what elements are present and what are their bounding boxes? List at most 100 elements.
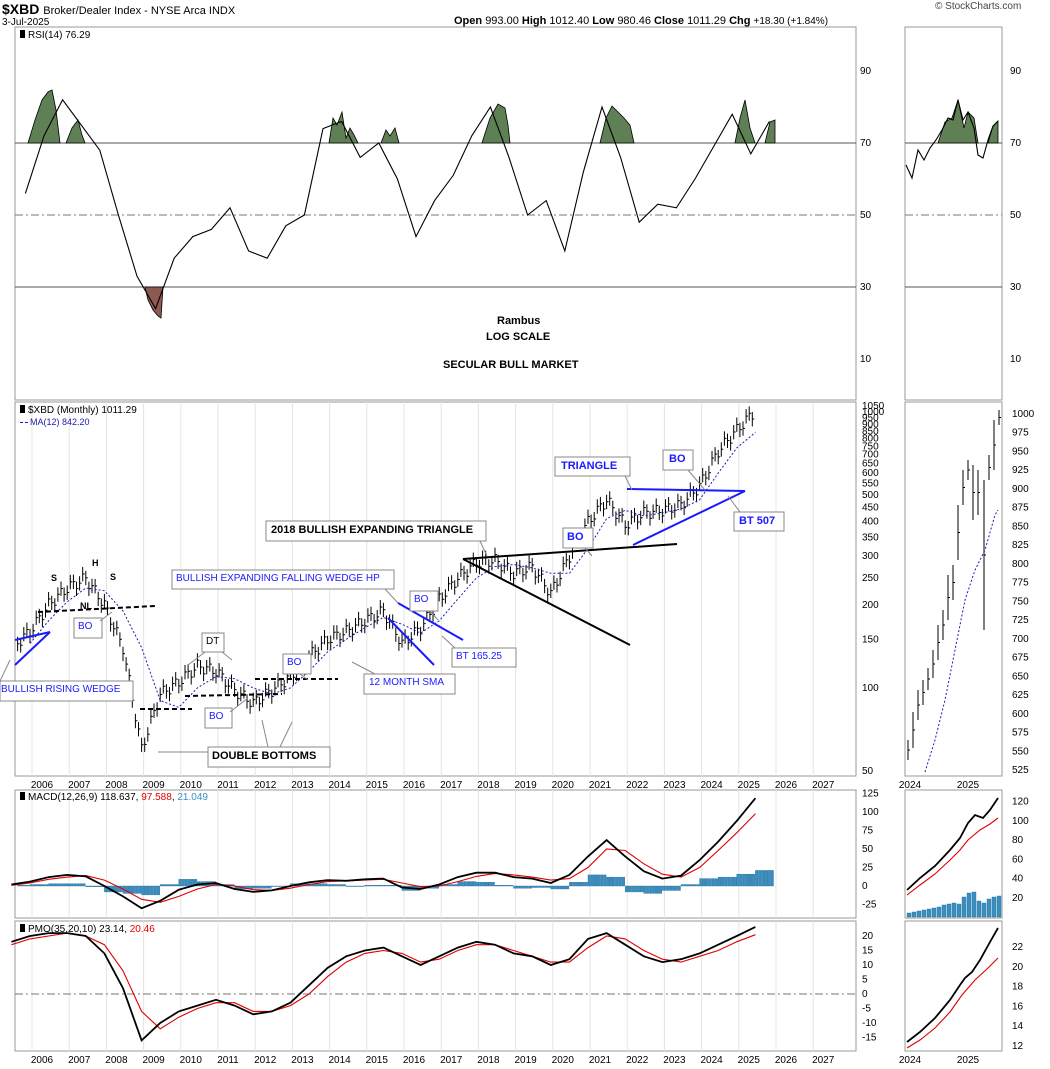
- x-tick-label-bottom: 2011: [217, 1055, 239, 1066]
- macd-histogram-bar: [460, 881, 464, 887]
- ohlc-summary: Open 993.00 High 1012.40 Low 980.46 Clos…: [454, 15, 828, 27]
- macd-histogram-bar: [553, 885, 557, 890]
- y-tick-label: -5: [862, 1004, 871, 1015]
- macd-histogram-bar: [187, 879, 191, 887]
- macd-histogram-bar: [625, 885, 629, 893]
- macd-histogram-bar: [721, 876, 725, 887]
- macd-histogram-bar: [454, 884, 458, 887]
- wedge-upper-line: [397, 602, 464, 641]
- pointer-dt-1: [187, 651, 206, 666]
- pmo-zoom-line: [906, 927, 999, 1043]
- macd-histogram-bar: [513, 885, 517, 889]
- zoom-y-tick-label: 20: [1012, 962, 1024, 973]
- pointer-db-3: [279, 721, 293, 748]
- macd-histogram-bar: [544, 885, 548, 888]
- macd-histogram-bar: [274, 885, 278, 887]
- x-tick-label: 2013: [291, 780, 314, 791]
- macd-histogram-bar: [612, 876, 616, 887]
- x-tick-label: 2021: [589, 780, 612, 791]
- macd-histogram-bar: [575, 882, 579, 887]
- rsi-overbought-area-1: [27, 89, 61, 144]
- macd-histogram-bar: [29, 884, 33, 887]
- macd-histogram-bar: [463, 881, 467, 887]
- macd-histogram-bar: [457, 881, 461, 887]
- macd-histogram-bar: [590, 874, 594, 887]
- macd-histogram-bar: [659, 885, 663, 894]
- macd-zoom-histogram-bar: [936, 906, 942, 918]
- y-tick-label: 100: [862, 683, 879, 694]
- zoom-y-tick-label: 700: [1012, 634, 1029, 645]
- zoom-y-tick-label: 30: [1010, 282, 1022, 293]
- macd-panel: [11, 797, 1002, 918]
- macd-histogram-bar: [494, 885, 498, 887]
- macd-histogram-bar: [330, 884, 334, 887]
- macd-histogram-bar: [315, 883, 319, 887]
- macd-zoom-histogram-bar: [986, 898, 992, 918]
- low-value: 980.46: [617, 15, 651, 27]
- zoom-x-tick-label: 2025: [957, 780, 980, 791]
- y-tick-label: 550: [862, 479, 879, 490]
- macd-histogram-bar: [535, 885, 539, 888]
- y-tick-label: 125: [862, 789, 879, 800]
- author-label: Rambus: [497, 315, 541, 327]
- y-tick-label: 50: [860, 210, 872, 221]
- expanding-triangle-lower: [462, 558, 631, 646]
- macd-histogram-bar: [618, 876, 622, 887]
- pmo-panel-frame: [14, 920, 857, 1052]
- macd-histogram-bar: [668, 885, 672, 891]
- macd-histogram-bar: [280, 885, 284, 887]
- zoom-y-tick-label: 800: [1012, 559, 1029, 570]
- wedge-lower-line: [387, 617, 435, 666]
- y-tick-label: 75: [862, 826, 874, 837]
- y-tick-label: 50: [862, 844, 874, 855]
- macd-histogram-bar: [451, 884, 455, 887]
- macd-histogram-bar: [572, 882, 576, 887]
- y-tick-label: 950: [862, 413, 879, 424]
- macd-histogram: [17, 870, 774, 896]
- y-tick-label: 900: [862, 419, 879, 430]
- annotation-expanding-triangle: 2018 BULLISH EXPANDING TRIANGLE: [271, 524, 474, 536]
- pmo-zoom-signal: [906, 957, 999, 1049]
- x-tick-label: 2023: [663, 780, 686, 791]
- y-tick-label: -15: [862, 1033, 877, 1044]
- macd-histogram-bar: [249, 885, 253, 890]
- zoom-y-tick-label: 60: [1012, 854, 1024, 865]
- double-bottom-line-2: [184, 693, 283, 697]
- y-tick-label: 10: [860, 354, 872, 365]
- macd-histogram-bar: [525, 885, 529, 889]
- macd-histogram-bar: [507, 885, 511, 887]
- x-tick-label: 2024: [700, 780, 723, 791]
- zoom-y-tick-label: 950: [1012, 446, 1029, 457]
- y-tick-label: 15: [862, 946, 874, 957]
- macd-histogram-bar: [448, 884, 452, 887]
- pointer-sma: [351, 661, 376, 675]
- macd-histogram-bar: [581, 882, 585, 887]
- panel-frames: [14, 26, 1003, 1052]
- y-tick-label: -25: [862, 900, 877, 911]
- annotation-dt: DT: [206, 636, 220, 647]
- macd-histogram-bar: [150, 885, 154, 896]
- macd-histogram-bar: [349, 885, 353, 887]
- zoom-y-tick-label: 525: [1012, 765, 1029, 776]
- macd-histogram-bar: [153, 885, 157, 896]
- x-tick-label-bottom: 2009: [142, 1055, 165, 1066]
- macd-histogram-bar: [501, 885, 505, 887]
- ma-legend: MA(12) 842.20: [20, 417, 90, 427]
- y-axis-ticks: 9070503010907050301010501000950900850800…: [860, 66, 1035, 1052]
- macd-histogram-bar: [159, 884, 163, 887]
- x-axis-years: 2006200620072007200820082009200920102010…: [31, 780, 980, 1066]
- macd-histogram-bar: [60, 883, 64, 887]
- macd-histogram-bar: [749, 873, 753, 887]
- macd-histogram-bar: [643, 885, 647, 894]
- macd-histogram-bar: [764, 870, 768, 887]
- y-tick-label: 0: [862, 881, 868, 892]
- y-tick-label: -10: [862, 1018, 877, 1029]
- macd-histogram-bar: [45, 884, 49, 887]
- macd-histogram-bar: [473, 881, 477, 887]
- macd-histogram-bar: [538, 885, 542, 888]
- macd-histogram-bar: [54, 883, 58, 887]
- macd-histogram-bar: [85, 885, 89, 887]
- x-tick-label-bottom: 2006: [31, 1055, 54, 1066]
- secular-bull-title: SECULAR BULL MARKET: [443, 359, 579, 371]
